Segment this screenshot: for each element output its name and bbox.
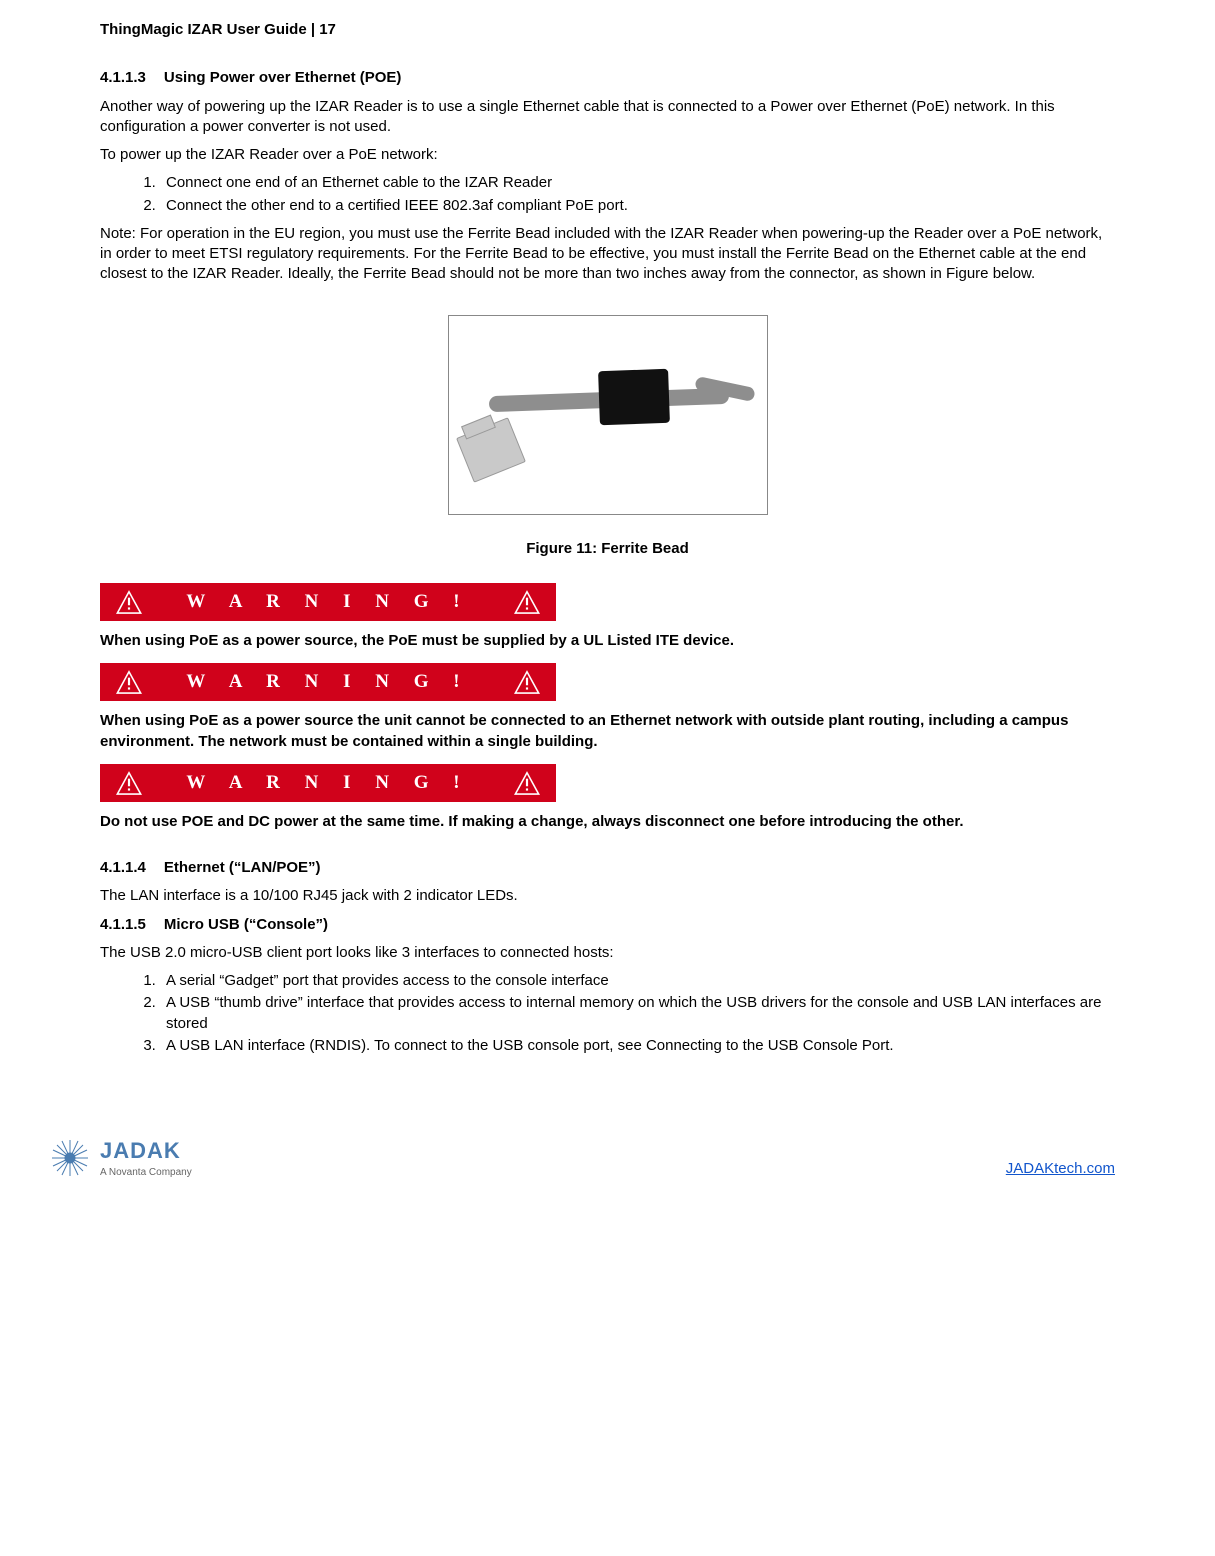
page-footer: JADAK A Novanta Company JADAKtech.com <box>100 1136 1115 1189</box>
warning-triangle-icon <box>514 670 540 694</box>
heading-text: Ethernet (“LAN/POE”) <box>164 859 321 876</box>
warning-label: W A R N I N G ! <box>142 770 514 796</box>
heading-number: 4.1.1.3 <box>100 68 146 88</box>
warning-banner: W A R N I N G ! <box>100 764 556 802</box>
warning-triangle-icon <box>514 771 540 795</box>
warning-triangle-icon <box>116 771 142 795</box>
heading-text: Using Power over Ethernet (POE) <box>164 69 402 86</box>
heading-number: 4.1.1.5 <box>100 915 146 935</box>
list-item: A USB LAN interface (RNDIS). To connect … <box>160 1036 1115 1056</box>
warning-banner: W A R N I N G ! <box>100 663 556 701</box>
warning-label: W A R N I N G ! <box>142 669 514 695</box>
ferrite-illustration <box>598 368 670 424</box>
heading-4114: 4.1.1.4 Ethernet (“LAN/POE”) <box>100 858 1115 878</box>
paragraph: The LAN interface is a 10/100 RJ45 jack … <box>100 886 1115 906</box>
list-item: A USB “thumb drive” interface that provi… <box>160 993 1115 1034</box>
footer-link[interactable]: JADAKtech.com <box>1006 1159 1115 1179</box>
ordered-list: A serial “Gadget” port that provides acc… <box>160 971 1115 1056</box>
paragraph-note: Note: For operation in the EU region, yo… <box>100 224 1115 285</box>
figure-caption: Figure 11: Ferrite Bead <box>100 539 1115 559</box>
sunburst-icon <box>50 1138 90 1178</box>
warning-banner: W A R N I N G ! <box>100 583 556 621</box>
logo-main-text: JADAK <box>100 1136 192 1166</box>
heading-4113: 4.1.1.3 Using Power over Ethernet (POE) <box>100 68 1115 88</box>
heading-text: Micro USB (“Console”) <box>164 916 328 933</box>
warning-triangle-icon <box>514 590 540 614</box>
heading-number: 4.1.1.4 <box>100 858 146 878</box>
figure-container: Figure 11: Ferrite Bead <box>100 315 1115 560</box>
warning-text: When using PoE as a power source, the Po… <box>100 631 1115 651</box>
list-item: Connect one end of an Ethernet cable to … <box>160 173 1115 193</box>
heading-4115: 4.1.1.5 Micro USB (“Console”) <box>100 915 1115 935</box>
paragraph: Another way of powering up the IZAR Read… <box>100 97 1115 138</box>
figure-ferrite-bead <box>448 315 768 515</box>
logo-text: JADAK A Novanta Company <box>100 1136 192 1179</box>
paragraph: The USB 2.0 micro-USB client port looks … <box>100 943 1115 963</box>
warning-label: W A R N I N G ! <box>142 589 514 615</box>
ordered-list: Connect one end of an Ethernet cable to … <box>160 173 1115 216</box>
list-item: A serial “Gadget” port that provides acc… <box>160 971 1115 991</box>
warning-triangle-icon <box>116 670 142 694</box>
warning-text: When using PoE as a power source the uni… <box>100 711 1115 752</box>
paragraph: To power up the IZAR Reader over a PoE n… <box>100 145 1115 165</box>
list-item: Connect the other end to a certified IEE… <box>160 196 1115 216</box>
rj45-illustration <box>456 417 526 482</box>
page-header: ThingMagic IZAR User Guide | 17 <box>100 20 1115 40</box>
warning-text: Do not use POE and DC power at the same … <box>100 812 1115 832</box>
logo-sub-text: A Novanta Company <box>100 1166 192 1180</box>
warning-triangle-icon <box>116 590 142 614</box>
company-logo: JADAK A Novanta Company <box>50 1136 192 1179</box>
